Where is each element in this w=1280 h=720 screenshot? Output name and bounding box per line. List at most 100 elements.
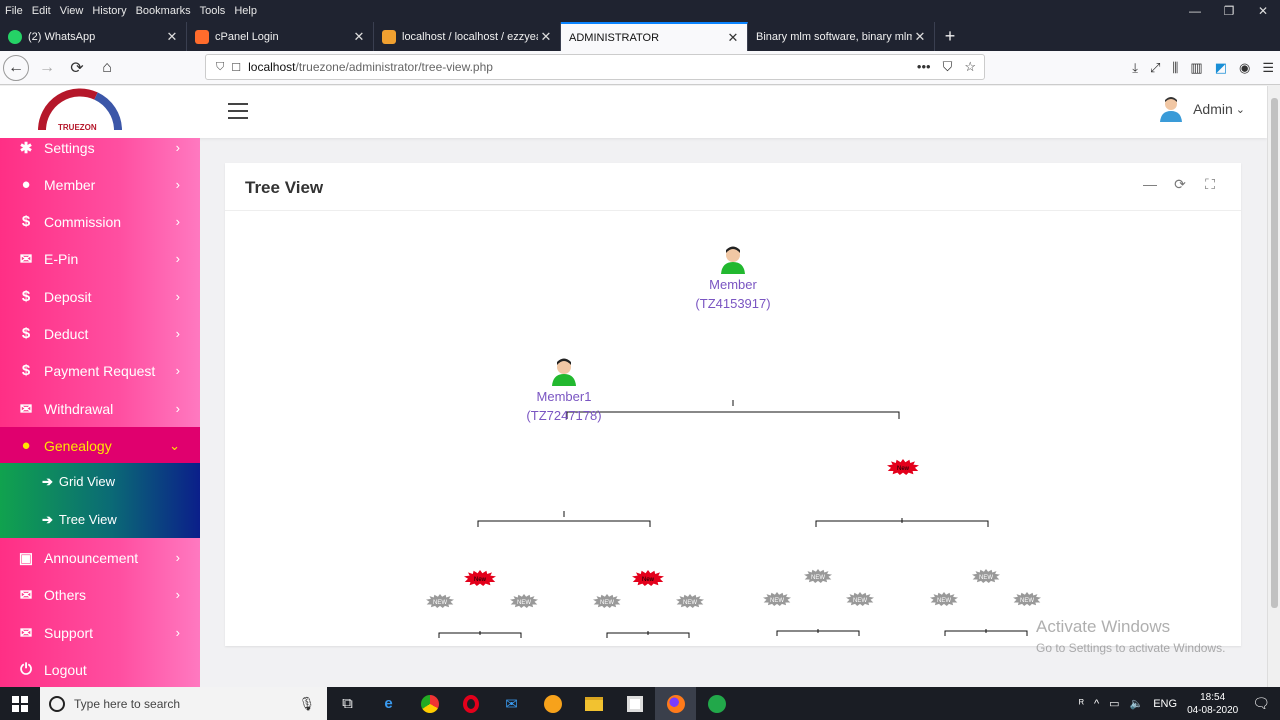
close-tab-icon[interactable]: ✕ bbox=[353, 28, 365, 44]
sidebar-item-withdrawal[interactable]: ✉ Withdrawal › bbox=[0, 390, 200, 427]
chrome-icon[interactable] bbox=[409, 687, 450, 720]
submenu-item-grid-view[interactable]: ➔ Grid View bbox=[0, 463, 200, 500]
collapse-icon[interactable]: — bbox=[1143, 176, 1157, 192]
sidebar-item-label: Settings bbox=[44, 139, 95, 156]
restore-icon[interactable]: ❐ bbox=[1223, 4, 1235, 18]
tab-title: ADMINISTRATOR bbox=[569, 31, 660, 44]
genealogy-submenu: ➔ Grid View ➔ Tree View bbox=[0, 463, 200, 538]
reload-button[interactable]: ⟳ bbox=[70, 59, 84, 77]
arrow-right-icon: ➔ bbox=[42, 511, 53, 527]
watermark-title: Activate Windows bbox=[1036, 617, 1171, 636]
tab-administrator[interactable]: ADMINISTRATOR ✕ bbox=[561, 22, 748, 51]
minimize-icon[interactable]: — bbox=[1189, 4, 1201, 18]
close-tab-icon[interactable]: ✕ bbox=[540, 28, 552, 44]
bookmark-star-icon[interactable]: ☆ bbox=[964, 59, 976, 74]
microphone-icon[interactable]: 🎙 bbox=[298, 695, 315, 711]
expand-icon[interactable]: ⤢ bbox=[1150, 59, 1161, 75]
forward-button[interactable]: → bbox=[39, 58, 55, 76]
tab-cpanel[interactable]: cPanel Login ✕ bbox=[187, 22, 374, 51]
menu-help[interactable]: Help bbox=[234, 5, 257, 17]
fullscreen-icon[interactable]: ⛶ bbox=[1205, 176, 1215, 192]
clock[interactable]: 18:54 04-08-2020 bbox=[1187, 691, 1238, 717]
close-tab-icon[interactable]: ✕ bbox=[727, 29, 739, 45]
chevron-right-icon: › bbox=[175, 214, 180, 229]
page-scrollbar[interactable] bbox=[1267, 86, 1280, 687]
back-button[interactable]: ← bbox=[3, 54, 29, 81]
menu-view[interactable]: View bbox=[59, 5, 84, 17]
refresh-icon[interactable]: ⟳ bbox=[1174, 176, 1186, 192]
firefox-icon[interactable] bbox=[655, 687, 696, 720]
tray-overflow-icon[interactable]: ^ bbox=[1093, 697, 1100, 710]
notifications-icon[interactable]: 🗨 bbox=[1252, 695, 1270, 711]
tree-node-root[interactable]: Member (TZ4153917) bbox=[683, 244, 783, 313]
sidebar-item-announcement[interactable]: ▣ Announcement › bbox=[0, 539, 200, 576]
download-icon[interactable]: ⤓ bbox=[1132, 59, 1139, 75]
sidebar-item-label: Support bbox=[44, 624, 94, 641]
truezon-logo[interactable]: TRUEZON bbox=[36, 88, 122, 134]
home-button[interactable]: ⌂ bbox=[102, 58, 112, 76]
svg-text:NEW: NEW bbox=[1020, 598, 1034, 604]
tab-localhost[interactable]: localhost / localhost / ezzyeam ✕ bbox=[374, 22, 561, 51]
mail-icon[interactable]: ✉ bbox=[505, 695, 518, 713]
sidebar-item-settings[interactable]: ✱ Settings › bbox=[0, 129, 200, 166]
card-header: Tree View — ⟳ ⛶ bbox=[225, 163, 1241, 211]
shield-icon[interactable]: ⛉ bbox=[216, 60, 225, 73]
admin-user-menu[interactable]: Admin ⌄ bbox=[1158, 96, 1245, 122]
close-tab-icon[interactable]: ✕ bbox=[914, 28, 926, 44]
sidebar-item-commission[interactable]: $ Commission › bbox=[0, 203, 200, 240]
empty-slot-badge: NEW bbox=[804, 569, 832, 583]
member-id: (TZ4153917) bbox=[695, 296, 771, 311]
sidebar-toggle-icon[interactable]: ▥ bbox=[1190, 59, 1203, 75]
empty-slot-badge: NEW bbox=[510, 594, 538, 608]
new-tab-button[interactable]: + bbox=[944, 26, 956, 46]
svg-text:NEW: NEW bbox=[770, 598, 784, 604]
account-icon[interactable]: ◉ bbox=[1239, 59, 1251, 75]
edge-icon[interactable]: e bbox=[384, 695, 393, 712]
store-icon[interactable] bbox=[614, 687, 655, 720]
hamburger-menu-icon[interactable]: ☰ bbox=[1262, 59, 1274, 75]
sidebar-item-payment-request[interactable]: $ Payment Request › bbox=[0, 352, 200, 389]
file-explorer-icon[interactable] bbox=[573, 687, 614, 720]
menu-toggle-button[interactable] bbox=[228, 103, 248, 119]
library-icon[interactable]: ⫼ bbox=[1172, 59, 1179, 75]
new-slot-badge: New bbox=[464, 570, 496, 586]
sidebar-item-logout[interactable]: ⏻ Logout bbox=[0, 651, 200, 687]
language-indicator[interactable]: ENG bbox=[1153, 697, 1178, 710]
uc-browser-icon[interactable] bbox=[532, 687, 573, 720]
menu-file[interactable]: File bbox=[5, 5, 23, 17]
chevron-right-icon: › bbox=[175, 401, 180, 416]
windows-start-icon[interactable] bbox=[0, 687, 40, 720]
page-actions-icon[interactable]: ••• bbox=[916, 59, 931, 74]
submenu-item-tree-view[interactable]: ➔ Tree View bbox=[0, 501, 200, 538]
tab-title: Binary mlm software, binary mlm sc bbox=[756, 30, 912, 43]
url-bar[interactable]: ⛉ ☐ localhost/truezone/administrator/tre… bbox=[205, 54, 985, 80]
scrollbar-thumb[interactable] bbox=[1271, 98, 1278, 608]
sidebar-item-member[interactable]: ● Member › bbox=[0, 166, 200, 203]
tab-binary-mlm[interactable]: Binary mlm software, binary mlm sc ✕ bbox=[748, 22, 935, 51]
close-window-icon[interactable]: ✕ bbox=[1257, 4, 1269, 18]
menu-bookmarks[interactable]: Bookmarks bbox=[135, 5, 191, 17]
tree-node-left[interactable]: Member1 (TZ7247178) bbox=[514, 356, 614, 425]
sidebar-item-genealogy[interactable]: ● Genealogy ⌄ bbox=[0, 427, 200, 464]
menu-history[interactable]: History bbox=[92, 5, 127, 17]
opera-icon[interactable] bbox=[450, 687, 491, 720]
menu-tools[interactable]: Tools bbox=[199, 5, 226, 17]
close-tab-icon[interactable]: ✕ bbox=[166, 28, 178, 44]
menu-edit[interactable]: Edit bbox=[31, 5, 51, 17]
extension-icon[interactable]: ◩ bbox=[1214, 59, 1227, 75]
green-app-icon[interactable] bbox=[696, 687, 737, 720]
sidebar-item-deposit[interactable]: $ Deposit › bbox=[0, 278, 200, 315]
volume-icon[interactable]: 🔈 bbox=[1129, 698, 1144, 710]
task-view-icon[interactable]: ⧉ bbox=[342, 695, 353, 712]
svg-text:New: New bbox=[897, 466, 910, 472]
battery-icon[interactable]: ▭ bbox=[1109, 698, 1120, 710]
sidebar-item-support[interactable]: ✉ Support › bbox=[0, 614, 200, 651]
tab-whatsapp[interactable]: (2) WhatsApp ✕ bbox=[0, 22, 187, 51]
page-info-icon[interactable]: ☐ bbox=[231, 61, 242, 74]
taskbar-search-input[interactable]: Type here to search 🎙 bbox=[40, 687, 327, 720]
sidebar-item-epin[interactable]: ✉ E-Pin › bbox=[0, 240, 200, 277]
sidebar-item-others[interactable]: ✉ Others › bbox=[0, 576, 200, 613]
pocket-icon[interactable]: ⛉ bbox=[942, 59, 953, 74]
people-icon[interactable]: ᴿ bbox=[1078, 697, 1084, 710]
sidebar-item-deduct[interactable]: $ Deduct › bbox=[0, 315, 200, 352]
